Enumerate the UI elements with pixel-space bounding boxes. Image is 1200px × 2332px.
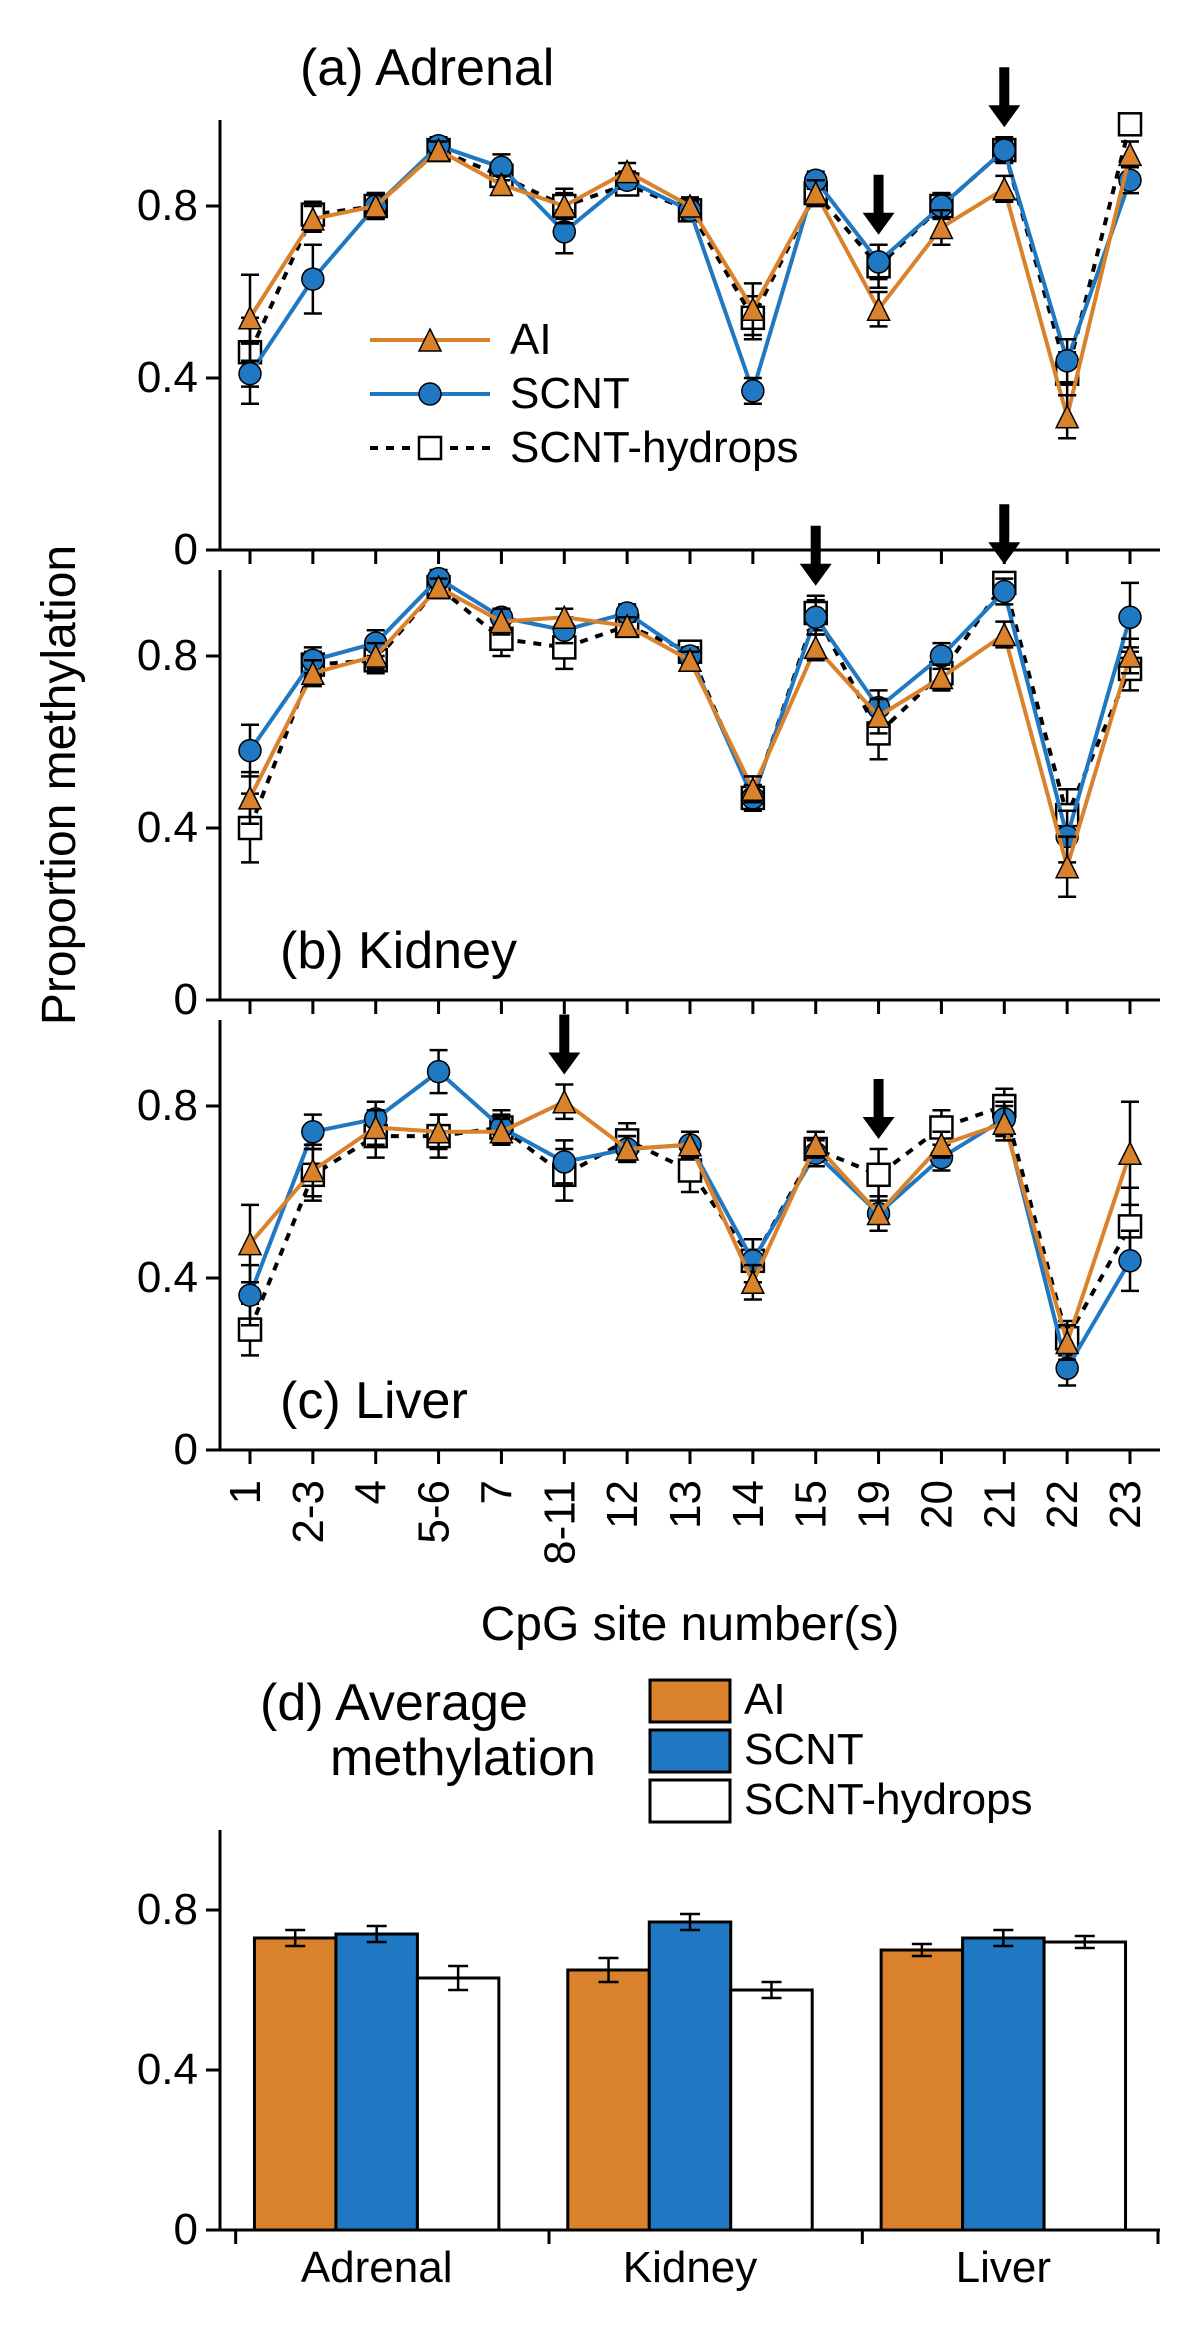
svg-text:SCNT-hydrops: SCNT-hydrops [510,423,799,472]
svg-text:21: 21 [975,1480,1024,1529]
svg-text:(b) Kidney: (b) Kidney [280,922,517,980]
svg-text:5-6: 5-6 [410,1480,459,1544]
svg-text:Liver: Liver [956,2243,1051,2292]
svg-text:22: 22 [1038,1480,1087,1529]
svg-text:12: 12 [598,1480,647,1529]
svg-text:0: 0 [174,975,198,1024]
svg-text:0.4: 0.4 [137,353,198,402]
svg-text:Proportion methylation: Proportion methylation [33,545,86,1025]
svg-text:8-11: 8-11 [535,1480,584,1565]
svg-text:methylation: methylation [330,1729,596,1787]
svg-text:0: 0 [174,1425,198,1474]
svg-text:SCNT-hydrops: SCNT-hydrops [744,1775,1033,1824]
svg-text:23: 23 [1101,1480,1150,1529]
svg-text:(a) Adrenal: (a) Adrenal [300,39,554,97]
svg-text:14: 14 [724,1480,773,1529]
svg-text:AI: AI [744,1675,786,1724]
svg-text:0.4: 0.4 [137,803,198,852]
figure-root: 0 0.4 0.8 (a) Adrenal 0 0.4 0.8 (b) Kidney 0 0.4 0… [0,0,1200,2332]
svg-text:0.8: 0.8 [137,631,198,680]
svg-text:0.8: 0.8 [137,1081,198,1130]
svg-text:0.4: 0.4 [137,1253,198,1302]
svg-text:CpG site number(s): CpG site number(s) [481,1598,900,1651]
svg-text:0.8: 0.8 [137,1885,198,1934]
svg-text:SCNT: SCNT [510,369,630,418]
svg-text:(d) Average: (d) Average [260,1674,528,1732]
svg-text:Kidney: Kidney [623,2243,758,2292]
svg-text:0: 0 [174,525,198,574]
svg-text:Adrenal: Adrenal [301,2243,453,2292]
svg-text:20: 20 [912,1480,961,1529]
figure-svg: 0 0.4 0.8 (a) Adrenal 0 0.4 0.8 (b) Kidney 0 0.4 0… [0,0,1200,2332]
svg-text:4: 4 [347,1480,396,1504]
svg-text:19: 19 [850,1480,899,1529]
svg-text:0: 0 [174,2205,198,2254]
svg-text:AI: AI [510,315,552,364]
svg-text:15: 15 [787,1480,836,1529]
svg-text:1: 1 [221,1480,270,1504]
svg-text:0.4: 0.4 [137,2045,198,2094]
svg-text:13: 13 [661,1480,710,1529]
svg-text:SCNT: SCNT [744,1725,864,1774]
svg-text:7: 7 [472,1480,521,1504]
svg-text:0.8: 0.8 [137,181,198,230]
svg-text:2-3: 2-3 [284,1480,333,1544]
svg-text:(c) Liver: (c) Liver [280,1372,468,1430]
